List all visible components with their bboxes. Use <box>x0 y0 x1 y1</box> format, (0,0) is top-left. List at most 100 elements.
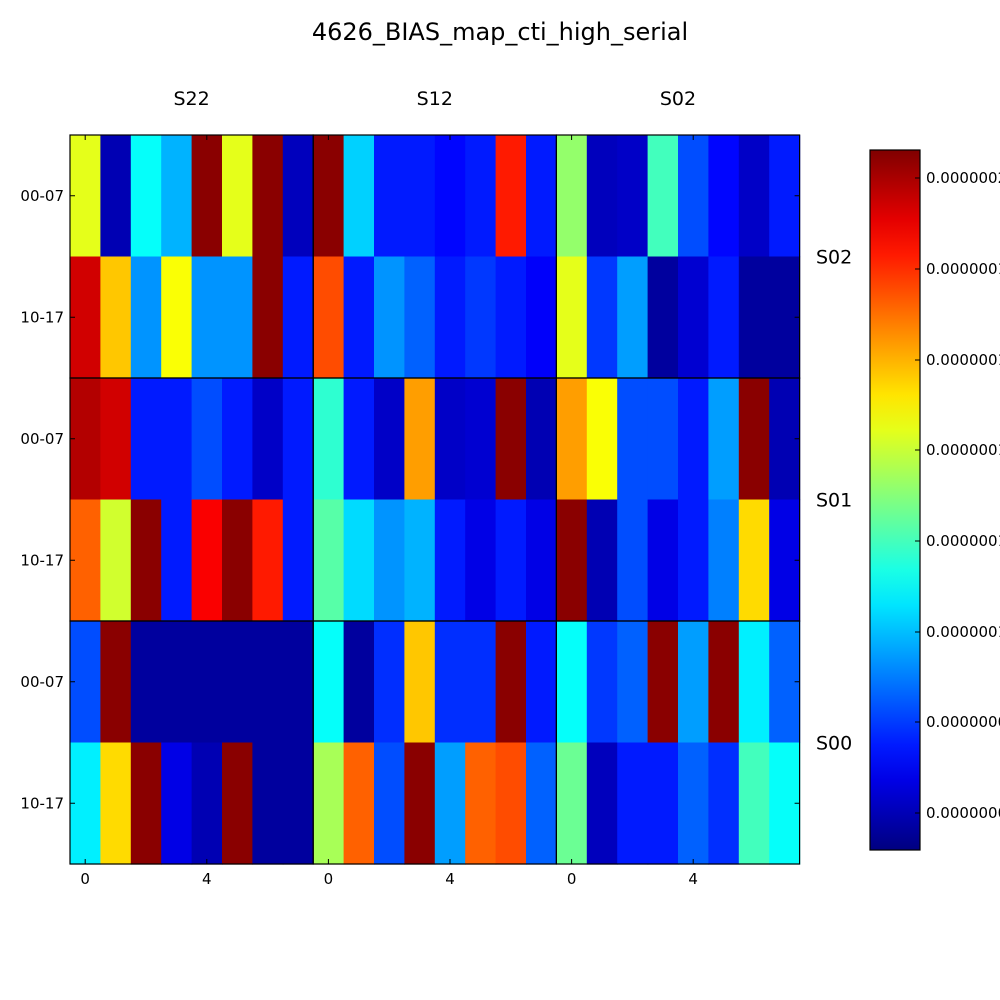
heatmap-cell <box>617 742 649 865</box>
heatmap-cell <box>374 256 405 379</box>
x-tick-label: 0 <box>80 870 90 888</box>
column-title: S02 <box>660 88 696 110</box>
heatmap-cell <box>252 621 284 744</box>
heatmap-cell <box>161 742 193 865</box>
heatmap-cell <box>404 499 436 622</box>
colorbar-tick-label: 0.0000001 <box>926 532 1000 550</box>
heatmap-cell <box>343 135 375 258</box>
heatmap-cell <box>526 499 557 622</box>
heatmap-cell <box>282 378 314 501</box>
heatmap-cell <box>100 621 132 744</box>
heatmap-cell <box>70 742 101 865</box>
heatmap-cell <box>647 256 679 379</box>
heatmap-cell <box>130 135 162 258</box>
heatmap-cell <box>404 621 436 744</box>
heatmap-cell <box>556 621 588 744</box>
heatmap-cell <box>191 742 223 865</box>
heatmap-cell <box>130 256 162 379</box>
heatmap-cell <box>738 378 770 501</box>
heatmap-cell <box>161 135 193 258</box>
heatmap-cell <box>313 621 345 744</box>
row-label: S01 <box>816 490 852 512</box>
heatmap-cell <box>282 256 314 379</box>
heatmap-cell <box>161 256 193 379</box>
y-tick-label: 10-17 <box>20 551 64 569</box>
y-tick-label: 00-07 <box>20 187 64 205</box>
heatmap-cell <box>678 621 709 744</box>
x-tick-label: 0 <box>324 870 334 888</box>
heatmap-cell <box>191 256 223 379</box>
panel-borders <box>69 134 801 865</box>
heatmap-cell <box>374 378 405 501</box>
heatmap-cell <box>708 135 740 258</box>
heatmap-cell <box>738 621 770 744</box>
heatmap-cell <box>678 499 709 622</box>
heatmap-cell <box>100 256 132 379</box>
heatmap-cell <box>130 378 162 501</box>
heatmap-cell <box>434 621 466 744</box>
heatmap-cell <box>556 499 588 622</box>
heatmap-cell <box>526 256 557 379</box>
y-tick-label: 00-07 <box>20 430 64 448</box>
heatmap-cell <box>252 742 284 865</box>
heatmap-cell <box>252 256 284 379</box>
heatmap-cell <box>647 135 679 258</box>
heatmap-cell <box>100 135 132 258</box>
heatmap-cell <box>191 135 223 258</box>
heatmap-cell <box>252 499 284 622</box>
heatmap-cell <box>161 621 193 744</box>
heatmap-cell <box>404 256 436 379</box>
heatmap-cell <box>495 742 527 865</box>
row-label: S00 <box>816 733 852 755</box>
heatmap-cell <box>343 742 375 865</box>
colorbar: 0.0000002 0.0000001 0.0000001 0.0000001 0.00… <box>869 149 1000 851</box>
heatmap-cell <box>617 135 649 258</box>
heatmap-cell <box>678 742 709 865</box>
heatmap-cell <box>282 742 314 865</box>
heatmap-cell <box>222 378 253 501</box>
x-tick-label: 4 <box>688 870 698 888</box>
row-labels: S02 S01 S00 <box>816 247 852 755</box>
colorbar-tick-label: 0.0000002 <box>926 169 1000 187</box>
heatmap-cell <box>70 256 101 379</box>
heatmap-cell <box>343 378 375 501</box>
heatmap-cell <box>434 499 466 622</box>
heatmap-cell <box>374 499 405 622</box>
heatmap-cell <box>647 742 679 865</box>
heatmap-cell <box>191 378 223 501</box>
heatmap-cell <box>586 499 618 622</box>
column-title: S12 <box>417 88 453 110</box>
column-titles: S22 S12 S02 <box>173 88 696 110</box>
heatmap-cell <box>222 256 253 379</box>
heatmap-cell <box>708 378 740 501</box>
heatmap-cell <box>586 378 618 501</box>
heatmap-cells <box>70 135 801 865</box>
heatmap-cell <box>647 378 679 501</box>
heatmap-cell <box>495 621 527 744</box>
heatmap-cell <box>222 742 253 865</box>
heatmap-cell <box>313 742 345 865</box>
heatmap-cell <box>708 742 740 865</box>
heatmap-cell <box>70 135 101 258</box>
heatmap-cell <box>313 378 345 501</box>
heatmap-cell <box>130 621 162 744</box>
heatmap-cell <box>586 135 618 258</box>
heatmap-cell <box>647 621 679 744</box>
heatmap-cell <box>526 621 557 744</box>
heatmap-cell <box>100 742 132 865</box>
x-tick-labels: 0 4 0 4 0 4 <box>80 135 698 888</box>
heatmap-cell <box>191 621 223 744</box>
heatmap-cell <box>130 499 162 622</box>
heatmap-cell <box>678 256 709 379</box>
panel-border <box>555 620 801 865</box>
heatmap-cell <box>495 378 527 501</box>
heatmap-cell <box>586 621 618 744</box>
heatmap-cell <box>708 256 740 379</box>
heatmap-cell <box>374 621 405 744</box>
heatmap-cell <box>617 499 649 622</box>
heatmap-cell <box>708 621 740 744</box>
colorbar-tick-label: 0.0000001 <box>926 351 1000 369</box>
heatmap-cell <box>495 256 527 379</box>
heatmap-cell <box>374 742 405 865</box>
